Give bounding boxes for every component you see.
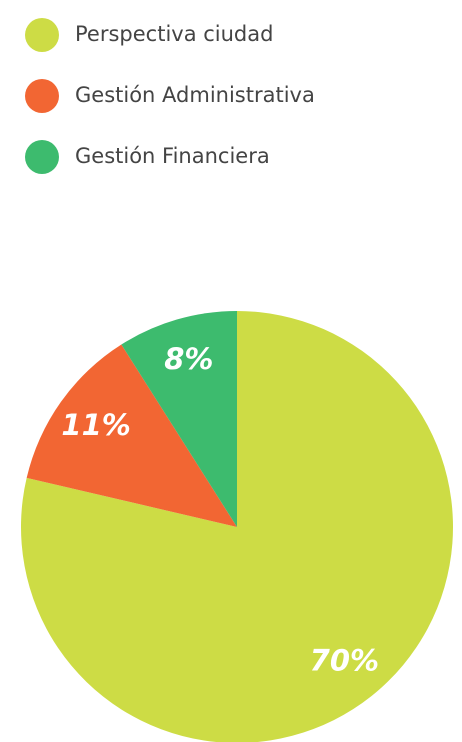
pie-slice: [26, 344, 238, 527]
pie-slice: [121, 311, 237, 527]
legend-label: Gestión Financiera: [75, 144, 270, 168]
legend-label: Gestión Administrativa: [75, 83, 315, 107]
pie-slice: [21, 311, 453, 742]
slice-label: 11%: [61, 408, 130, 442]
legend-swatch: [25, 18, 59, 52]
slice-label: 8%: [164, 342, 213, 376]
legend-label: Perspectiva ciudad: [75, 22, 273, 46]
slice-label: 70%: [310, 643, 379, 677]
legend-swatch: [25, 79, 59, 113]
legend-swatch: [25, 140, 59, 174]
